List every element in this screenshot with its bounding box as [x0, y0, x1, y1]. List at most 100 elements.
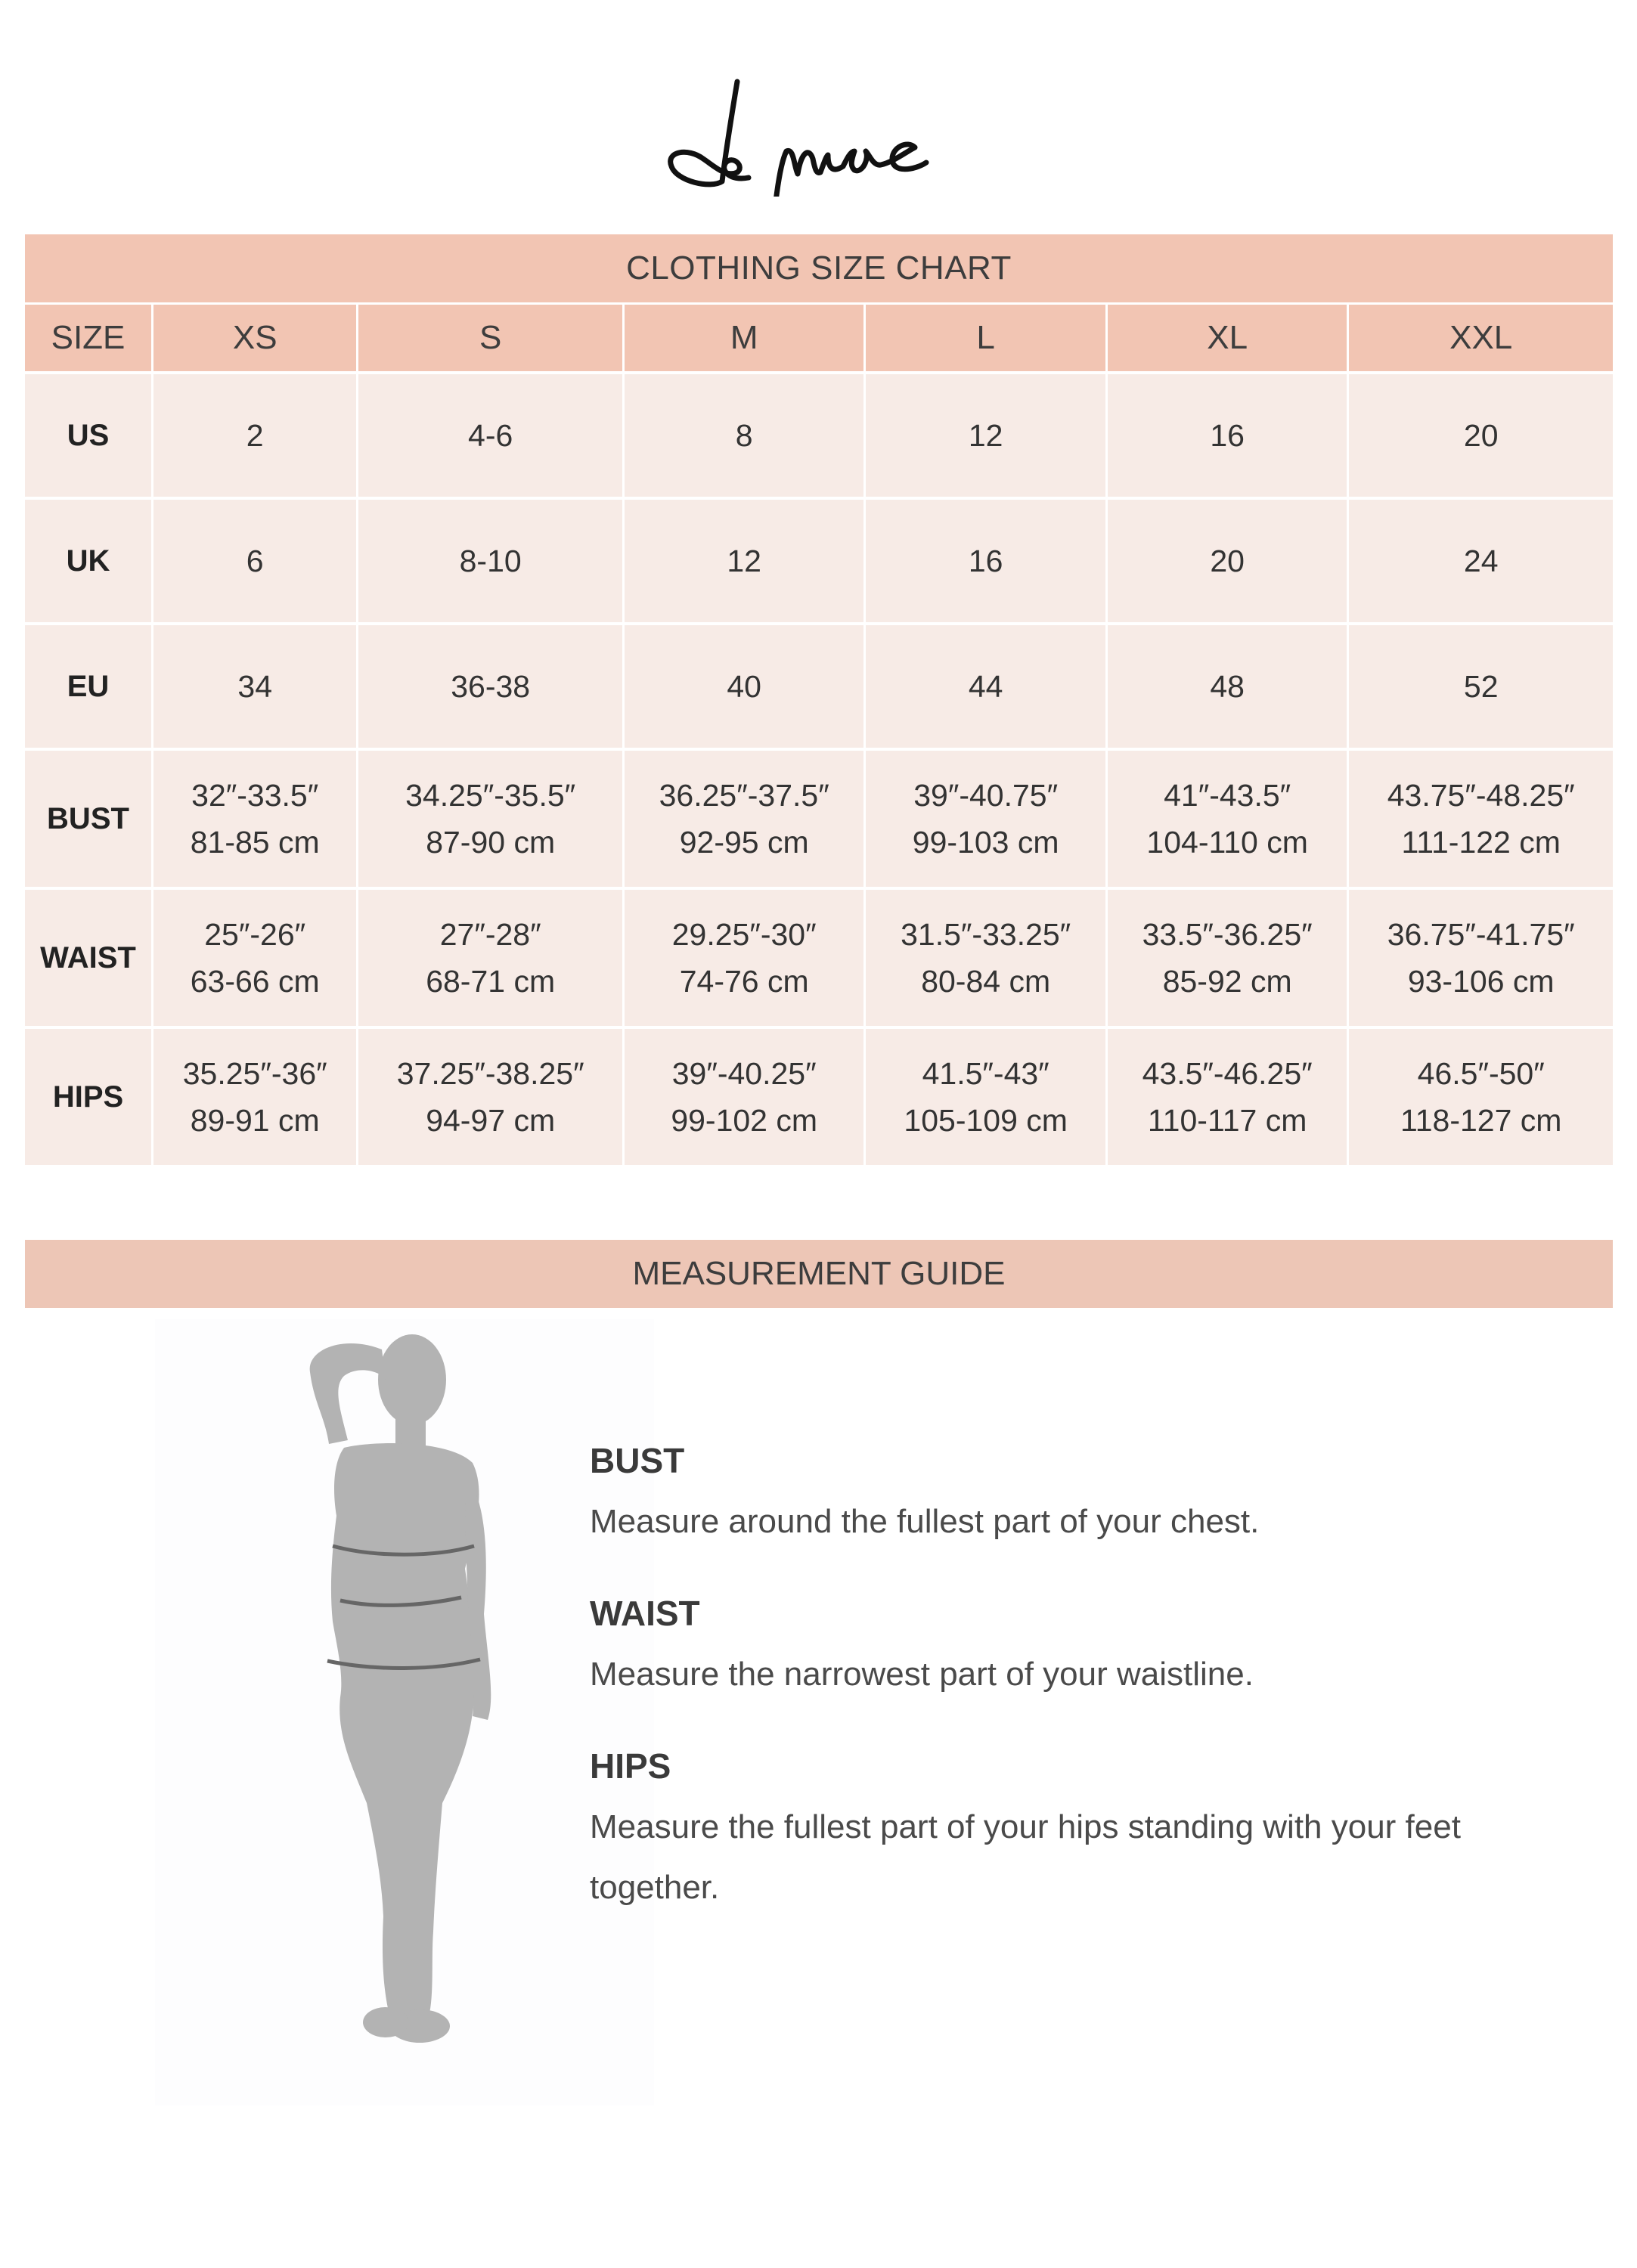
inches-value: 43.5″-46.25″	[1142, 1056, 1313, 1091]
size-row-uk: UK 6 8-10 12 16 20 24	[25, 500, 1613, 622]
measurement-guide-title: MEASUREMENT GUIDE	[25, 1240, 1613, 1308]
size-cell: 8-10	[358, 500, 622, 622]
cm-value: 111-122 cm	[1401, 825, 1561, 860]
inches-value: 33.5″-36.25″	[1142, 917, 1313, 952]
size-cell: 36.25″-37.5″ 92-95 cm	[624, 751, 864, 887]
size-header-s: S	[358, 305, 622, 371]
size-cell: 41.5″-43″ 105-109 cm	[866, 1029, 1105, 1165]
size-value: 44	[968, 669, 1003, 704]
size-cell: 34.25″-35.5″ 87-90 cm	[358, 751, 622, 887]
size-cell: 46.5″-50″ 118-127 cm	[1349, 1029, 1613, 1165]
size-row-us: US 2 4-6 8 12 16 20	[25, 374, 1613, 497]
row-label: BUST	[25, 751, 151, 887]
cm-value: 105-109 cm	[904, 1103, 1068, 1138]
size-cell: 43.75″-48.25″ 111-122 cm	[1349, 751, 1613, 887]
size-cell: 48	[1107, 625, 1347, 748]
size-chart-title: CLOTHING SIZE CHART	[25, 234, 1613, 302]
size-cell: 8	[624, 374, 864, 497]
size-cell: 12	[624, 500, 864, 622]
size-value: 48	[1210, 669, 1245, 704]
size-value: 8	[735, 418, 753, 453]
size-value: 20	[1463, 418, 1499, 453]
size-cell: 6	[153, 500, 357, 622]
size-cell: 43.5″-46.25″ 110-117 cm	[1107, 1029, 1347, 1165]
size-cell: 40	[624, 625, 864, 748]
cm-value: 85-92 cm	[1162, 964, 1292, 999]
cm-value: 74-76 cm	[679, 964, 809, 999]
size-column-header: SIZE	[25, 305, 151, 371]
guide-item-bust: BUST Measure around the fullest part of y…	[590, 1440, 1573, 1552]
size-cell: 20	[1107, 500, 1347, 622]
inches-value: 36.25″-37.5″	[659, 778, 829, 813]
size-cell: 34	[153, 625, 357, 748]
cm-value: 94-97 cm	[426, 1103, 556, 1138]
guide-item-description: Measure the narrowest part of your waist…	[590, 1656, 1254, 1693]
size-cell: 37.25″-38.25″ 94-97 cm	[358, 1029, 622, 1165]
size-cell: 35.25″-36″ 89-91 cm	[153, 1029, 357, 1165]
size-cell: 12	[866, 374, 1105, 497]
cm-value: 80-84 cm	[921, 964, 1051, 999]
inches-value: 46.5″-50″	[1417, 1056, 1545, 1091]
size-value: 4-6	[468, 418, 513, 453]
row-label: HIPS	[25, 1029, 151, 1165]
guide-item-hips: HIPS Measure the fullest part of your hip…	[590, 1746, 1573, 1918]
inches-value: 31.5″-33.25″	[901, 917, 1071, 952]
size-value: 12	[968, 418, 1003, 453]
cm-value: 99-102 cm	[671, 1103, 818, 1138]
size-value: 8-10	[459, 544, 522, 578]
cm-value: 89-91 cm	[190, 1103, 320, 1138]
guide-item-title: WAIST	[590, 1594, 700, 1633]
size-cell: 41″-43.5″ 104-110 cm	[1107, 751, 1347, 887]
size-value: 2	[246, 418, 264, 453]
size-value: 40	[727, 669, 761, 704]
le-muse-logo	[668, 79, 929, 197]
guide-item-waist: WAIST Measure the narrowest part of your …	[590, 1593, 1573, 1705]
inches-value: 27″-28″	[439, 917, 541, 952]
size-cell: 25″-26″ 63-66 cm	[153, 890, 357, 1026]
inches-value: 25″-26″	[204, 917, 306, 952]
size-cell: 29.25″-30″ 74-76 cm	[624, 890, 864, 1026]
cm-value: 110-117 cm	[1147, 1103, 1307, 1138]
row-label: US	[25, 374, 151, 497]
size-cell: 39″-40.75″ 99-103 cm	[866, 751, 1105, 887]
size-cell: 20	[1349, 374, 1613, 497]
size-row-eu: EU 34 36-38 40 44 48 52	[25, 625, 1613, 748]
size-cell: 44	[866, 625, 1105, 748]
guide-item-description: Measure the fullest part of your hips st…	[590, 1808, 1461, 1906]
cm-value: 68-71 cm	[426, 964, 556, 999]
measurement-guide: BUST Measure around the fullest part of y…	[590, 1440, 1573, 1959]
size-value: 52	[1463, 669, 1499, 704]
inches-value: 32″-33.5″	[191, 778, 319, 813]
size-header-xxl: XXL	[1349, 305, 1613, 371]
size-cell: 16	[866, 500, 1105, 622]
size-value: 20	[1210, 544, 1245, 578]
size-value: 36-38	[451, 669, 531, 704]
body-silhouette-figure	[155, 1319, 654, 2105]
size-row-bust: BUST 32″-33.5″ 81-85 cm 34.25″-35.5″ 87-90 c…	[25, 751, 1613, 887]
size-header-xs: XS	[153, 305, 357, 371]
size-cell: 33.5″-36.25″ 85-92 cm	[1107, 890, 1347, 1026]
cm-value: 81-85 cm	[190, 825, 320, 860]
cm-value: 63-66 cm	[190, 964, 320, 999]
clothing-size-chart: CLOTHING SIZE CHART SIZE XS S M L XL XXL US 2 4-…	[25, 234, 1613, 1168]
inches-value: 41″-43.5″	[1164, 778, 1291, 813]
size-cell: 31.5″-33.25″ 80-84 cm	[866, 890, 1105, 1026]
size-header-l: L	[866, 305, 1105, 371]
size-value: 34	[237, 669, 272, 704]
size-value: 6	[246, 544, 264, 578]
size-cell: 36.75″-41.75″ 93-106 cm	[1349, 890, 1613, 1026]
size-header-xl: XL	[1107, 305, 1347, 371]
size-cell: 39″-40.25″ 99-102 cm	[624, 1029, 864, 1165]
guide-item-title: HIPS	[590, 1746, 671, 1786]
row-label: WAIST	[25, 890, 151, 1026]
size-header-m: M	[624, 305, 864, 371]
size-value: 16	[1210, 418, 1245, 453]
inches-value: 29.25″-30″	[671, 917, 817, 952]
cm-value: 118-127 cm	[1400, 1103, 1562, 1138]
inches-value: 35.25″-36″	[182, 1056, 327, 1091]
inches-value: 36.75″-41.75″	[1387, 917, 1575, 952]
size-value: 12	[727, 544, 761, 578]
size-cell: 32″-33.5″ 81-85 cm	[153, 751, 357, 887]
inches-value: 43.75″-48.25″	[1387, 778, 1575, 813]
row-label: UK	[25, 500, 151, 622]
